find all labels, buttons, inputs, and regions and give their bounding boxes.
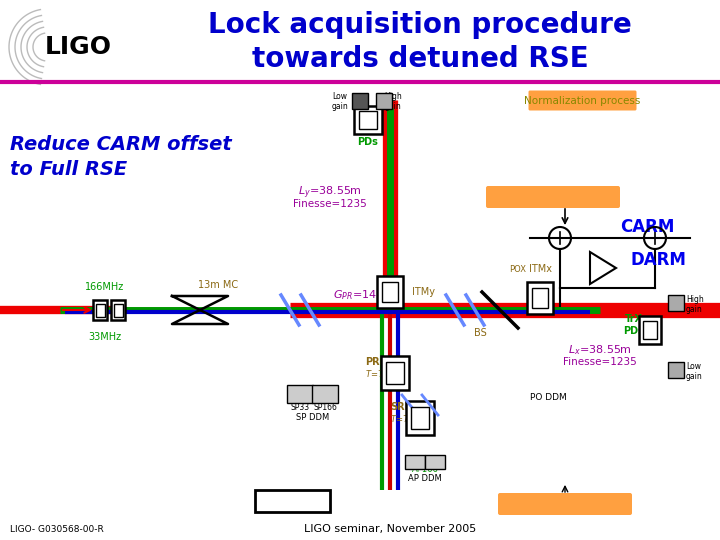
Text: High
gain: High gain (384, 92, 402, 111)
Text: POX: POX (510, 265, 526, 274)
Text: BS: BS (474, 328, 487, 338)
Text: $T$=7%: $T$=7% (365, 368, 392, 379)
Text: AP DDM: AP DDM (408, 474, 442, 483)
Text: PRM: PRM (365, 357, 390, 367)
Text: AP166: AP166 (412, 465, 438, 474)
Text: SRM: SRM (390, 402, 414, 412)
Text: Low
gain: Low gain (332, 92, 348, 111)
Bar (532, 288, 548, 308)
Text: ITMy: ITMy (412, 287, 435, 297)
Text: 166MHz: 166MHz (86, 282, 125, 292)
Bar (411, 407, 429, 429)
Text: SP DDM: SP DDM (297, 413, 330, 422)
FancyBboxPatch shape (528, 91, 636, 111)
Bar (96, 303, 104, 316)
Bar (354, 106, 382, 134)
Text: Normalization process: Normalization process (524, 96, 640, 106)
Text: Low
gain: Low gain (686, 362, 703, 381)
Bar (376, 93, 392, 109)
Bar (377, 276, 403, 308)
Text: AP166(TrX+TrY): AP166(TrX+TrY) (524, 499, 606, 509)
Bar (352, 93, 368, 109)
Text: Finesse=1235: Finesse=1235 (293, 199, 367, 209)
Text: CARM: CARM (620, 218, 675, 236)
Text: High
gain: High gain (686, 295, 703, 314)
Bar (114, 303, 122, 316)
Bar (668, 295, 684, 311)
Bar (287, 385, 313, 403)
Text: SP33: SP33 (290, 403, 310, 412)
Text: Reduce CARM offset
to Full RSE: Reduce CARM offset to Full RSE (10, 135, 232, 179)
Text: PO DDM: PO DDM (530, 393, 567, 402)
Bar (111, 300, 125, 320)
Bar (93, 300, 107, 320)
Bar (406, 401, 434, 435)
Text: $L_y$=38.55m: $L_y$=38.55m (298, 184, 362, 201)
Text: SP166: SP166 (313, 403, 337, 412)
Bar (527, 282, 553, 314)
Bar (386, 362, 404, 384)
Text: $L_x$=38.55m: $L_x$=38.55m (568, 343, 632, 357)
Text: LIGO: LIGO (45, 35, 112, 59)
Bar (668, 362, 684, 378)
Bar (312, 385, 338, 403)
Text: 13m MC: 13m MC (198, 280, 238, 290)
Text: ITMx: ITMx (528, 264, 552, 274)
Bar (382, 282, 398, 302)
Text: Tr.Y
PDs: Tr.Y PDs (358, 125, 379, 147)
Bar (255, 490, 330, 512)
Text: 33MHz: 33MHz (89, 332, 122, 342)
Bar (359, 111, 377, 129)
Bar (381, 356, 409, 390)
Text: $G_{PR}$=14.5: $G_{PR}$=14.5 (333, 288, 387, 302)
Text: TrX
PDs: TrX PDs (624, 314, 644, 336)
Bar (643, 321, 657, 339)
Bar (405, 455, 425, 469)
Bar (639, 316, 661, 344)
Text: DARM: DARM (630, 251, 686, 269)
FancyBboxPatch shape (486, 186, 620, 208)
Text: (POX+POY)(TrX+TrY): (POX+POY)(TrX+TrY) (508, 192, 598, 201)
Text: LIGO- G030568-00-R: LIGO- G030568-00-R (10, 525, 104, 534)
Text: Finesse=1235: Finesse=1235 (563, 357, 637, 367)
Bar (425, 455, 445, 469)
Text: Lock acquisition procedure
towards detuned RSE: Lock acquisition procedure towards detun… (208, 11, 632, 73)
FancyBboxPatch shape (498, 493, 632, 515)
Text: $T$=7%: $T$=7% (390, 413, 417, 424)
Text: LIGO seminar, November 2005: LIGO seminar, November 2005 (304, 524, 476, 534)
